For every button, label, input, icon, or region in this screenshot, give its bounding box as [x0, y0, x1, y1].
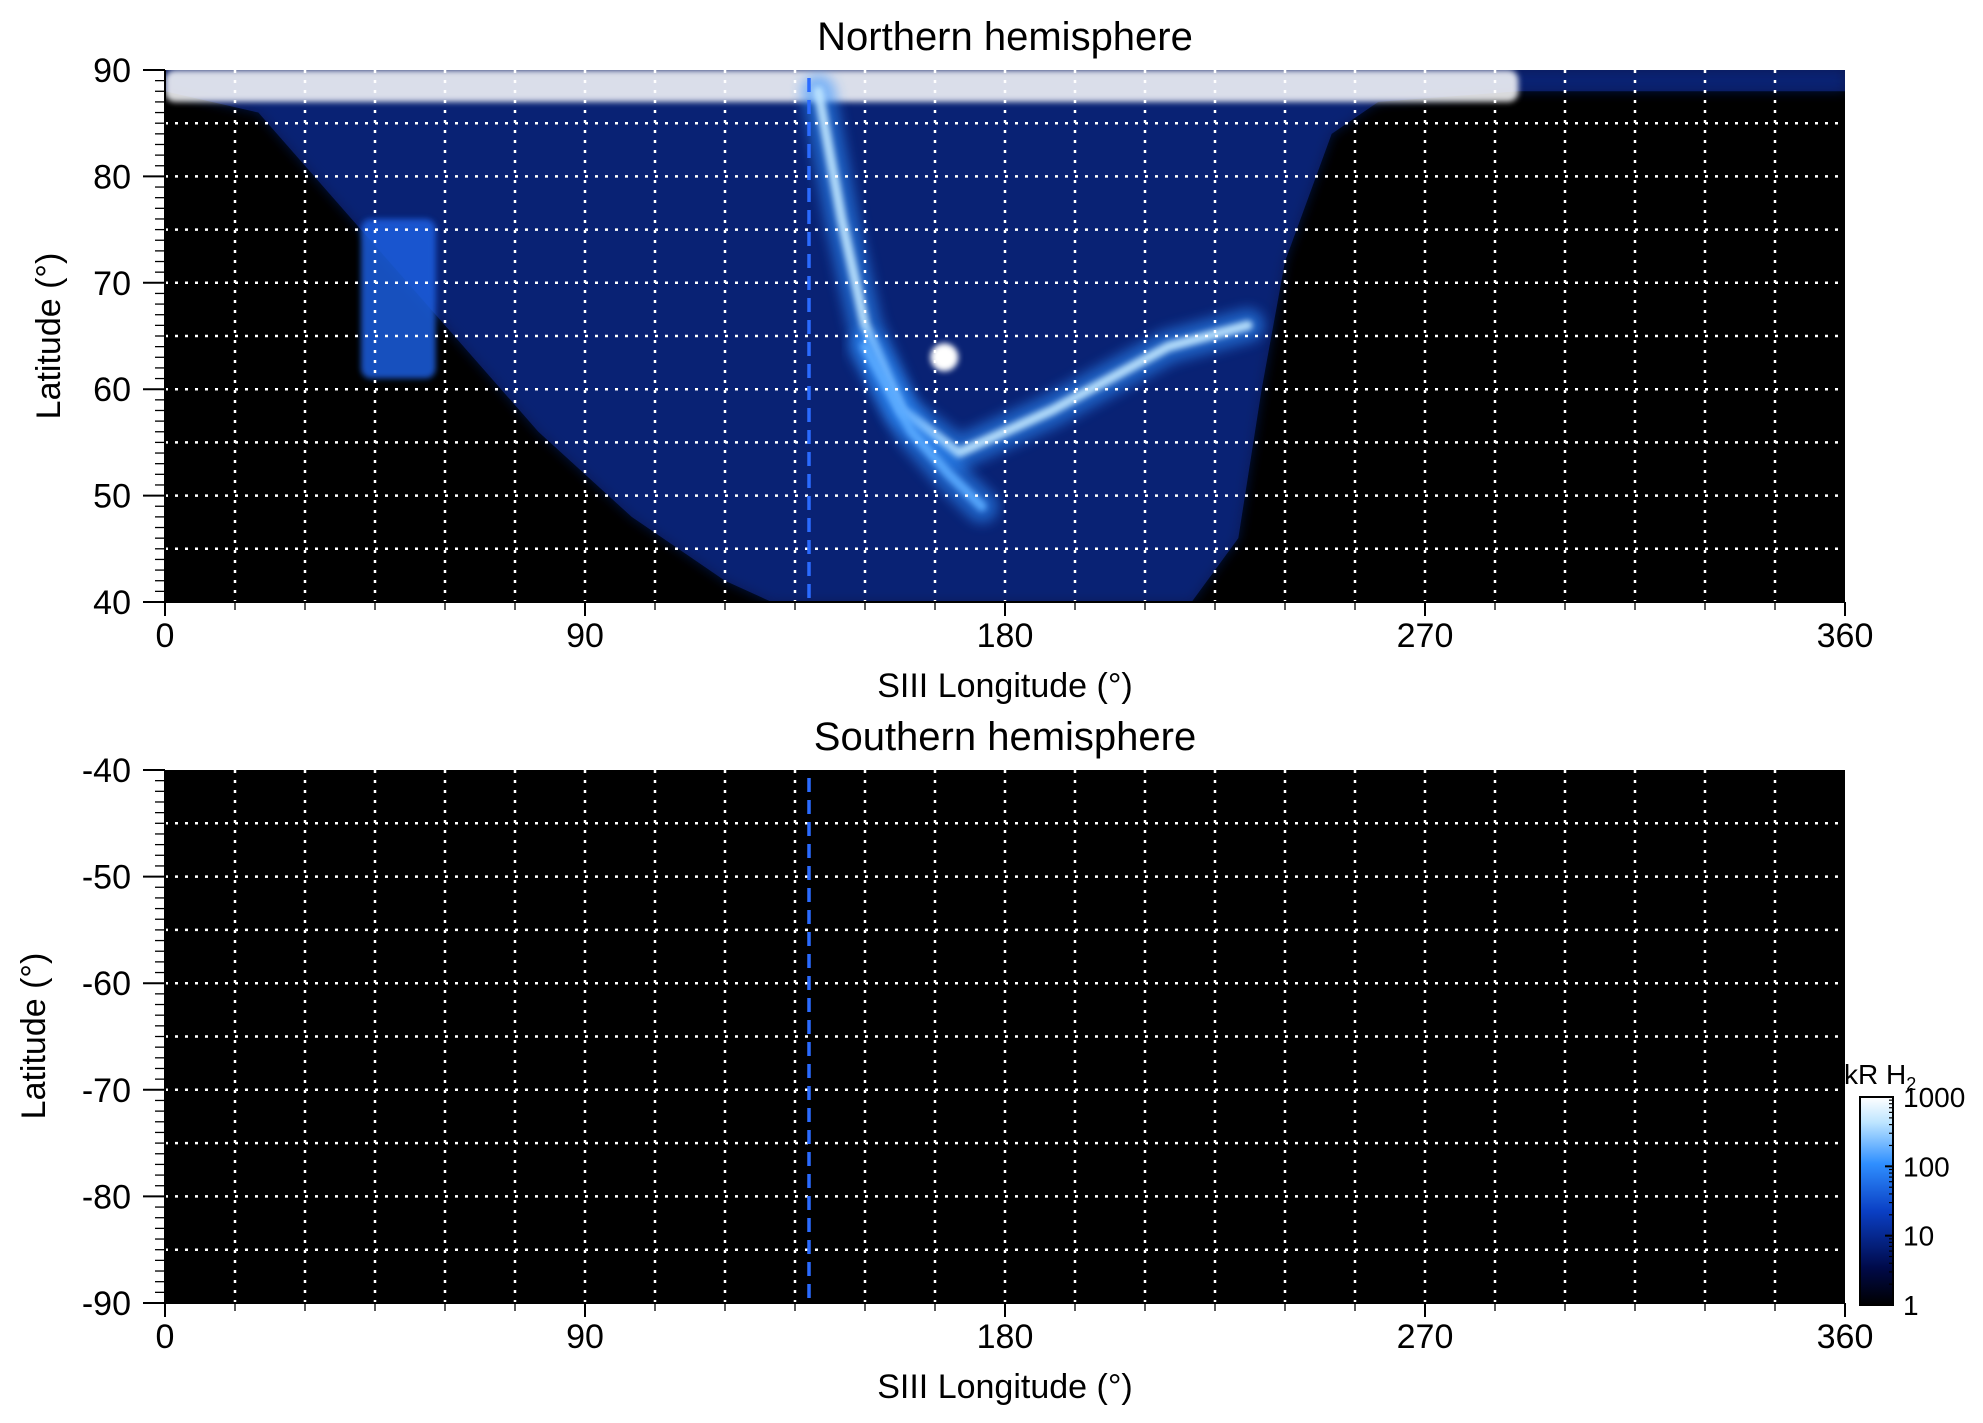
x-tick-label: 180 [977, 617, 1034, 655]
northern-panel-title: Northern hemisphere [817, 15, 1193, 59]
y-tick-label: -90 [82, 1285, 131, 1323]
southern-axes: 0 90 180 270 360 -40 -50 -60 -70 -80 -90 [82, 752, 1874, 1356]
southern-x-axis-label: SIII Longitude (°) [877, 1368, 1133, 1406]
y-tick-label: 40 [93, 584, 131, 622]
y-tick-label: -50 [82, 859, 131, 897]
southern-y-axis-label: Latitude (°) [15, 953, 53, 1120]
y-tick-label: 70 [93, 265, 131, 303]
y-tick-label: -60 [82, 965, 131, 1003]
colorbar-ticks: 1 10 100 1000 [1885, 1082, 1965, 1321]
emission-spot [930, 343, 959, 372]
colorbar-unit-subscript: 2 [1906, 1074, 1916, 1094]
x-tick-label: 0 [156, 1318, 175, 1356]
x-tick-label: 270 [1397, 1318, 1454, 1356]
northern-axes: 0 90 180 270 360 40 50 60 70 80 90 [93, 52, 1873, 655]
emission-band [860, 341, 987, 512]
southern-panel-title: Southern hemisphere [814, 715, 1196, 759]
northern-y-axis-label: Latitude (°) [30, 253, 68, 420]
y-tick-label: 50 [93, 478, 131, 516]
colorbar-unit-label: kR H2 [1844, 1059, 1916, 1094]
x-tick-label: 90 [566, 617, 604, 655]
x-tick-label: 90 [566, 1318, 604, 1356]
emission-region [165, 70, 1519, 102]
x-tick-label: 180 [977, 1318, 1034, 1356]
x-tick-label: 360 [1817, 1318, 1874, 1356]
northern-grid [165, 70, 1845, 602]
colorbar-gradient [1859, 1096, 1894, 1306]
colorbar-unit-prefix: kR H [1844, 1059, 1906, 1090]
northern-x-axis-label: SIII Longitude (°) [877, 667, 1133, 705]
y-tick-label: 60 [93, 371, 131, 409]
southern-panel: Southern hemisphere 0 90 180 270 360 -40 -50 -6… [15, 715, 1873, 1406]
y-tick-label: 80 [93, 158, 131, 196]
colorbar-tick-label: 1000 [1903, 1082, 1965, 1113]
y-tick-label: 90 [93, 52, 131, 90]
x-tick-label: 0 [156, 617, 175, 655]
colorbar-tick-label: 10 [1903, 1221, 1934, 1252]
emission-region [361, 218, 436, 379]
x-tick-label: 270 [1397, 617, 1454, 655]
y-tick-label: -70 [82, 1072, 131, 1110]
colorbar-tick-label: 1 [1903, 1290, 1919, 1321]
y-tick-label: -80 [82, 1178, 131, 1216]
y-tick-label: -40 [82, 752, 131, 790]
colorbar: kR H2 1 10 100 1000 [1844, 1059, 1965, 1321]
northern-panel: Northern hemisphere 0 90 180 270 360 40 50 60 70… [30, 15, 1873, 705]
southern-grid [165, 770, 1845, 1303]
colorbar-tick-label: 100 [1903, 1151, 1950, 1182]
x-tick-label: 360 [1817, 617, 1874, 655]
